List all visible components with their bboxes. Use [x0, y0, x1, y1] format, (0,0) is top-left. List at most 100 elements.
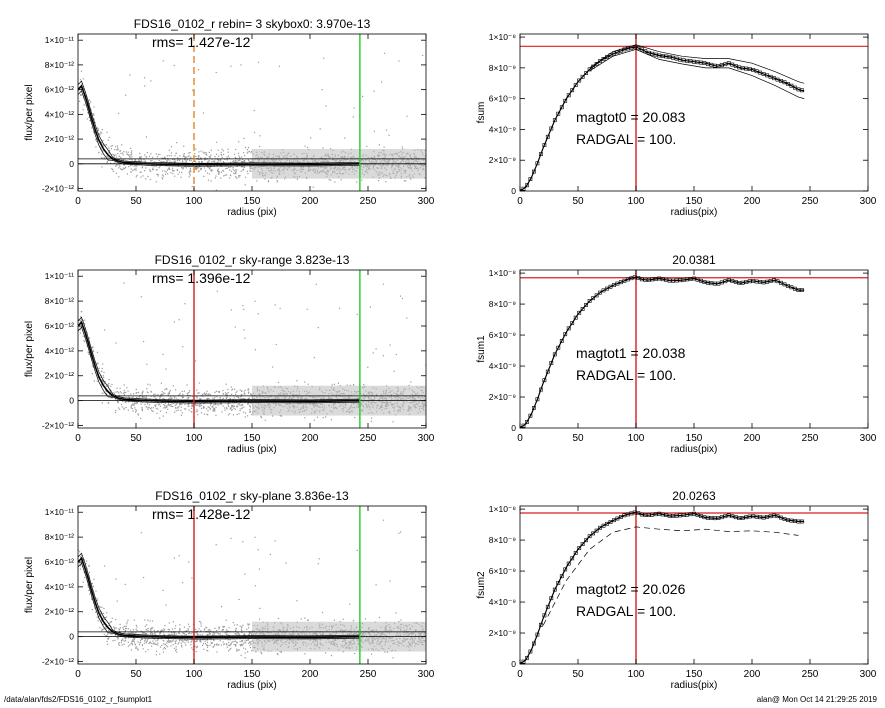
scatter-point	[236, 405, 238, 407]
curve-marker	[594, 293, 599, 298]
scatter-point	[230, 643, 232, 645]
y-tick-label: 2×10⁻¹²	[45, 134, 74, 144]
scatter-point	[153, 638, 155, 640]
x-tick-label: 300	[860, 196, 877, 207]
scatter-point	[220, 151, 222, 153]
scatter-point	[175, 410, 177, 412]
scatter-point	[195, 628, 197, 630]
scatter-point	[101, 384, 103, 386]
scatter-point	[214, 408, 216, 411]
scatter-point	[248, 150, 250, 153]
scatter-point	[113, 626, 115, 628]
scatter-point	[188, 405, 190, 407]
scatter-point	[113, 156, 115, 158]
scatter-point	[296, 600, 298, 602]
scatter-point	[198, 165, 200, 167]
scatter-point	[199, 398, 201, 400]
scatter-point	[146, 400, 148, 402]
scatter-point	[188, 391, 190, 393]
scatter-point	[145, 156, 147, 158]
scatter-point	[150, 633, 152, 635]
scatter-point	[226, 393, 228, 395]
scatter-point	[197, 167, 199, 169]
scatter-point	[173, 634, 175, 636]
scatter-point	[393, 370, 395, 372]
cumulative-flux-line	[520, 46, 805, 191]
scatter-point	[239, 389, 241, 391]
scatter-point	[223, 643, 225, 645]
scatter-point	[177, 643, 179, 645]
scatter-point	[128, 156, 131, 158]
scatter-point	[200, 641, 202, 643]
scatter-point	[92, 351, 94, 353]
scatter-point	[127, 409, 129, 411]
scatter-point	[325, 105, 327, 107]
scatter-point	[246, 170, 248, 172]
scatter-point	[224, 632, 226, 634]
scatter-point	[227, 414, 230, 416]
x-axis-label: radius(pix)	[671, 444, 718, 455]
scatter-point	[166, 160, 168, 162]
scatter-point	[211, 161, 213, 163]
scatter-point	[139, 394, 141, 396]
scatter-point	[405, 180, 407, 182]
scatter-point	[83, 340, 85, 342]
x-axis-label: radius(pix)	[671, 207, 718, 218]
scatter-point	[206, 413, 208, 415]
scatter-point	[168, 402, 170, 404]
scatter-point	[91, 597, 93, 599]
scatter-point	[205, 392, 208, 395]
scatter-point	[156, 169, 158, 171]
scatter-point	[276, 180, 278, 182]
scatter-point	[215, 644, 217, 646]
y-tick-label: 1×10⁻⁸	[489, 268, 517, 278]
radgal-annotation: RADGAL = 100.	[576, 131, 676, 147]
plot-content	[520, 34, 868, 191]
scatter-point	[123, 151, 125, 153]
scatter-point	[134, 402, 136, 404]
scatter-point	[195, 404, 197, 406]
scatter-point	[334, 181, 336, 183]
y-axis-label: flux/per pixel	[24, 321, 35, 377]
scatter-point	[171, 405, 173, 407]
curve-marker	[559, 105, 564, 110]
scatter-point	[173, 159, 175, 161]
scatter-point	[338, 307, 341, 309]
chart-title: 20.0381	[672, 253, 716, 267]
scatter-point	[195, 360, 197, 362]
scatter-point	[196, 410, 199, 412]
scatter-point	[152, 410, 154, 412]
scatter-point	[91, 352, 93, 354]
curve-marker	[799, 88, 804, 93]
scatter-point	[203, 407, 205, 409]
scatter-point	[179, 404, 181, 406]
scatter-point	[200, 640, 202, 642]
scatter-point	[243, 160, 245, 162]
scatter-point	[121, 638, 123, 640]
scatter-point	[134, 633, 136, 635]
scatter-point	[410, 178, 412, 180]
plot-frame	[519, 269, 869, 429]
scatter-point	[385, 181, 387, 183]
scatter-point	[162, 60, 164, 62]
scatter-point	[216, 404, 218, 406]
scatter-point	[206, 154, 208, 156]
scatter-point	[173, 402, 175, 404]
scatter-point	[142, 390, 144, 392]
scatter-point	[250, 637, 252, 639]
scatter-point	[86, 345, 88, 347]
scatter-point	[239, 404, 241, 407]
scatter-point	[143, 77, 146, 79]
scatter-point	[126, 153, 128, 155]
scatter-point	[176, 651, 178, 653]
scatter-point	[197, 414, 199, 416]
scatter-point	[84, 340, 86, 343]
scatter-point	[279, 307, 281, 309]
scatter-point	[198, 170, 200, 172]
scatter-point	[253, 131, 256, 134]
scatter-point	[151, 628, 153, 630]
scatter-point	[166, 405, 168, 407]
scatter-point	[244, 652, 246, 654]
scatter-point	[195, 166, 197, 168]
scatter-point	[125, 160, 127, 162]
